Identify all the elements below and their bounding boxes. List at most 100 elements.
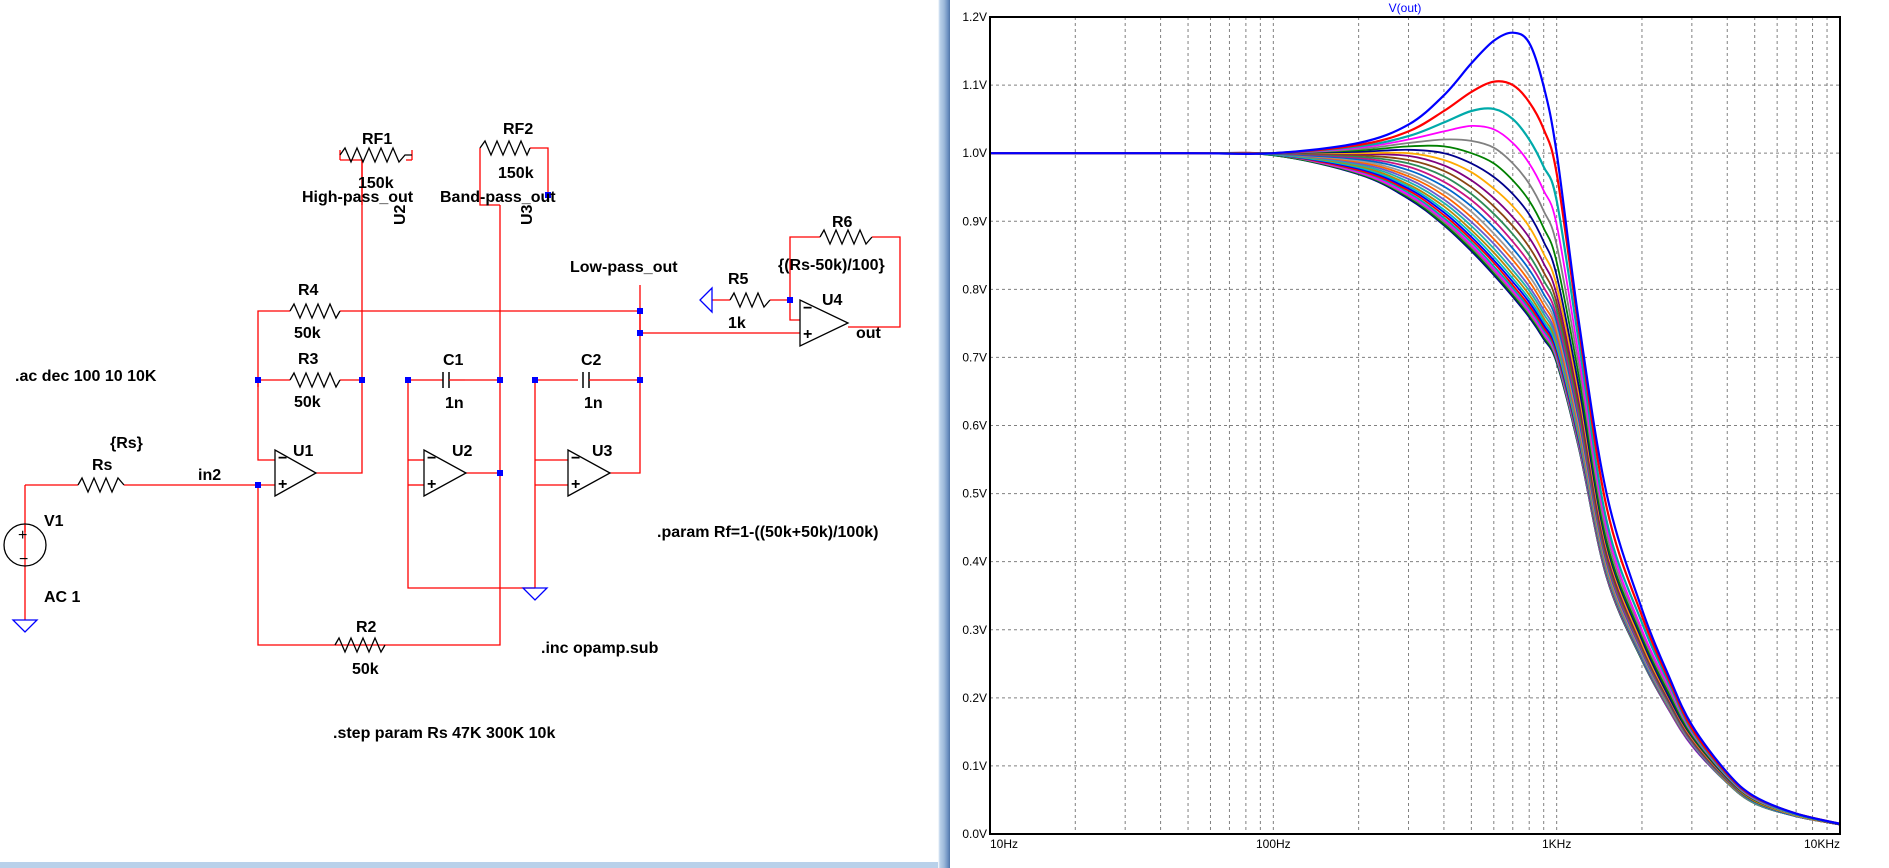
y-tick-label: 1.1V (962, 78, 987, 92)
trace-vout-step-15[interactable] (989, 152, 1841, 826)
directive-param[interactable]: .param Rf=1-((50k+50k)/100k) (657, 524, 878, 541)
capacitor-c2[interactable] (582, 372, 600, 388)
resistor-rs[interactable]: Rs {Rs} (77, 435, 143, 494)
r2-name: R2 (356, 619, 377, 636)
voltage-source-v1[interactable]: + − (3, 523, 47, 568)
y-tick-label: 0.3V (962, 623, 987, 637)
resistor-r5[interactable]: R5 1k (728, 271, 771, 332)
r5-name: R5 (728, 271, 749, 288)
c1-name: C1 (443, 352, 464, 369)
trace-vout-step-21[interactable] (989, 151, 1841, 826)
plot-grid (989, 16, 1840, 835)
u2-rotated-label: U2 (392, 204, 409, 225)
trace-vout-step-7[interactable] (989, 148, 1841, 826)
u3-name: U3 (592, 443, 613, 460)
r4-value: 50k (294, 325, 321, 342)
y-tick-label: 0.1V (962, 759, 987, 773)
svg-text:−: − (803, 300, 812, 317)
trace-vout-step-14[interactable] (989, 152, 1841, 826)
rf1-name: RF1 (362, 131, 392, 148)
u2-name: U2 (452, 443, 473, 460)
junctions (255, 192, 793, 488)
directive-step[interactable]: .step param Rs 47K 300K 10k (333, 725, 555, 742)
x-tick-label: 10KHz (1804, 837, 1840, 851)
svg-text:−: − (278, 450, 287, 467)
trace-vout-step-8[interactable] (989, 151, 1841, 826)
y-tick-label: 0.8V (962, 282, 987, 296)
trace-vout-step-16[interactable] (989, 151, 1841, 826)
trace-vout-step-2[interactable] (989, 80, 1841, 825)
resistor-r2[interactable]: R2 50k (334, 619, 386, 678)
x-tick-label: 100Hz (1256, 837, 1291, 851)
rf2-value: 150k (498, 165, 534, 182)
rf2-name: RF2 (503, 121, 533, 138)
c1-value: 1n (445, 395, 464, 412)
trace-vout-step-6[interactable] (989, 144, 1841, 825)
resistor-r3[interactable]: R3 50k (289, 351, 341, 411)
trace-vout-step-12[interactable] (989, 151, 1841, 826)
y-tick-label: 1.0V (962, 146, 987, 160)
opamp-u1[interactable]: − + (274, 448, 318, 498)
r3-name: R3 (298, 351, 319, 368)
opamp-u2[interactable]: − + (423, 448, 468, 498)
resistor-rf1[interactable]: RF1 150k (339, 131, 412, 192)
rs-name: Rs (92, 457, 113, 474)
trace-vout-step-1[interactable] (989, 31, 1841, 825)
trace-vout-step-24[interactable] (989, 151, 1841, 826)
status-bar (0, 862, 938, 868)
svg-text:+: + (803, 326, 812, 343)
svg-text:+: + (571, 476, 580, 493)
y-tick-label: 1.2V (962, 10, 987, 24)
trace-vout-step-11[interactable] (989, 152, 1841, 826)
svg-text:−: − (571, 450, 580, 467)
u3-rotated-label: U3 (519, 204, 536, 225)
rf1-value: 150k (358, 175, 394, 192)
y-tick-label: 0.4V (962, 555, 987, 569)
trace-vout-step-19[interactable] (989, 152, 1841, 826)
opamp-u4[interactable]: − + (799, 298, 850, 348)
trace-vout-step-17[interactable] (989, 151, 1841, 826)
trace-vout-step-20[interactable] (989, 152, 1841, 826)
resistor-rf2[interactable]: RF2 150k (479, 121, 534, 182)
resistor-r4[interactable]: R4 50k (289, 282, 341, 342)
y-tick-label: 0.6V (962, 419, 987, 433)
directive-inc[interactable]: .inc opamp.sub (541, 640, 659, 657)
u4-name: U4 (822, 292, 843, 309)
svg-text:+: + (18, 527, 27, 544)
schematic-pane[interactable]: Rs {Rs} R4 50k R3 50k R2 50k RF1 150k RF… (0, 0, 938, 862)
trace-vout-step-9[interactable] (989, 152, 1841, 826)
u1-name: U1 (293, 443, 314, 460)
schematic-canvas[interactable]: Rs {Rs} R4 50k R3 50k R2 50k RF1 150k RF… (0, 0, 938, 862)
trace-vout-step-26[interactable] (989, 152, 1841, 826)
trace-vout-step-18[interactable] (989, 151, 1841, 826)
opamp-u3[interactable]: − + (567, 448, 612, 498)
resistor-r6[interactable]: R6 {(Rs-50k)/100} (778, 214, 885, 274)
plot-traces[interactable] (989, 31, 1841, 826)
trace-title[interactable]: V(out) (1389, 1, 1422, 15)
trace-vout-step-10[interactable] (989, 152, 1841, 826)
trace-vout-step-13[interactable] (989, 152, 1841, 826)
y-tick-label: 0.2V (962, 691, 987, 705)
rs-value: {Rs} (110, 435, 143, 452)
trace-vout-step-22[interactable] (989, 151, 1841, 826)
trace-vout-step-25[interactable] (989, 152, 1841, 826)
x-axis-ticks: 10Hz 100Hz 1KHz 10KHz (990, 837, 1840, 851)
y-axis-ticks: 0.0V 0.1V 0.2V 0.3V 0.4V 0.5V 0.6V 0.7V 0.8V 0.9V… (962, 10, 987, 841)
svg-text:−: − (19, 551, 28, 568)
r4-name: R4 (298, 282, 319, 299)
capacitor-c1[interactable] (442, 372, 465, 388)
y-tick-label: 0.9V (962, 214, 987, 228)
r2-value: 50k (352, 661, 379, 678)
pane-splitter[interactable] (938, 0, 950, 868)
trace-vout-step-3[interactable] (989, 107, 1841, 825)
directive-ac[interactable]: .ac dec 100 10 10K (15, 368, 157, 385)
trace-vout-step-23[interactable] (989, 151, 1841, 826)
y-tick-label: 0.0V (962, 827, 987, 841)
trace-vout-step-4[interactable] (989, 124, 1841, 825)
waveform-viewer[interactable]: 0.0V 0.1V 0.2V 0.3V 0.4V 0.5V 0.6V 0.7V 0.8V 0.9V… (950, 0, 1889, 868)
waveform-plot[interactable]: 0.0V 0.1V 0.2V 0.3V 0.4V 0.5V 0.6V 0.7V 0.8V 0.9V… (950, 0, 1889, 868)
trace-vout-step-5[interactable] (989, 138, 1841, 825)
r3-value: 50k (294, 394, 321, 411)
net-high-pass-out: High-pass_out (302, 189, 414, 206)
v1-name: V1 (44, 513, 64, 530)
